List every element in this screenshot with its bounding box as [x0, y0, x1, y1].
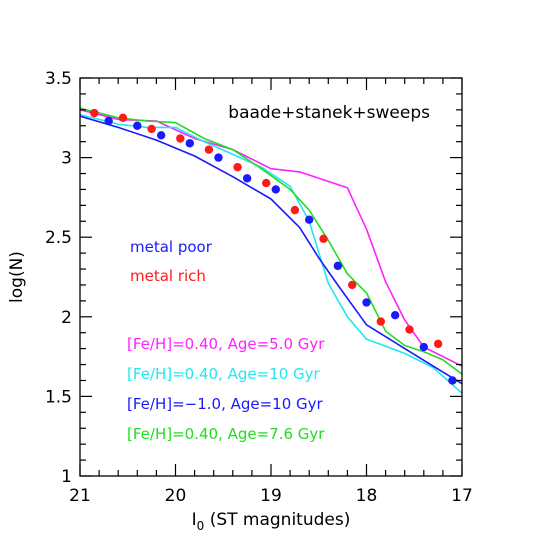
series-line [80, 107, 462, 375]
y-axis-label: log(N) [7, 251, 27, 303]
data-point [214, 153, 223, 162]
y-axis-ticks: 1 1.5 2 2.5 3 3.5 [45, 69, 462, 487]
y-tick-label: 2.5 [45, 228, 72, 248]
x-axis-label-sub: 0 [197, 519, 205, 533]
data-point [133, 121, 142, 130]
model-lines [80, 107, 462, 394]
data-point [419, 342, 428, 352]
y-tick-label: 2 [61, 308, 72, 328]
data-point [390, 311, 400, 320]
data-point [104, 116, 113, 126]
data-point [204, 145, 214, 154]
data-point [305, 215, 314, 224]
y-tick-label: 1.5 [45, 387, 72, 407]
title-annotation: baade+stanek+sweeps [228, 103, 430, 123]
data-point [233, 162, 242, 172]
data-point [271, 185, 280, 194]
data-point [147, 124, 156, 134]
x-tick-label: 20 [165, 486, 187, 506]
legend-point-label: metal poor [130, 238, 213, 256]
data-point [376, 317, 386, 326]
data-point [242, 174, 252, 183]
series-line [80, 113, 462, 394]
data-point [319, 234, 328, 243]
legend-point-label: metal rich [130, 267, 206, 285]
series-line [80, 115, 462, 385]
data-point [433, 339, 443, 349]
x-tick-label: 21 [69, 486, 91, 506]
x-axis-label-rest: (ST magnitudes) [204, 510, 350, 530]
x-tick-label: 18 [356, 486, 378, 506]
data-point [290, 205, 300, 215]
legend-points: metal poor metal rich [130, 238, 213, 285]
y-tick-label: 3.5 [45, 69, 72, 89]
data-point [405, 325, 414, 334]
data-points [90, 108, 457, 385]
legend-model-label: [Fe/H]=0.40, Age=7.6 Gyr [127, 425, 325, 443]
x-axis-ticks: 21 20 19 18 17 [69, 78, 473, 506]
legend-models: [Fe/H]=0.40, Age=5.0 Gyr [Fe/H]=0.40, Age… [127, 335, 325, 443]
data-point [176, 134, 185, 143]
data-point [262, 178, 271, 188]
x-tick-label: 17 [451, 486, 473, 506]
x-axis-label: I0 (ST magnitudes) [192, 510, 351, 533]
data-point [156, 131, 166, 140]
legend-model-label: [Fe/H]=−1.0, Age=10 Gyr [127, 395, 324, 413]
legend-model-label: [Fe/H]=0.40, Age=5.0 Gyr [127, 335, 325, 353]
data-point [347, 280, 357, 290]
x-tick-label: 19 [260, 486, 282, 506]
data-point [90, 108, 99, 118]
data-point [448, 376, 457, 385]
legend-model-label: [Fe/H]=0.40, Age=10 Gyr [127, 365, 321, 383]
data-point [333, 261, 343, 271]
data-point [118, 113, 128, 123]
x-axis-label-main: I [192, 510, 197, 530]
series-line [80, 109, 462, 367]
data-point [362, 298, 371, 307]
y-tick-label: 1 [61, 467, 72, 487]
y-tick-label: 3 [61, 149, 72, 169]
data-point [185, 139, 195, 148]
